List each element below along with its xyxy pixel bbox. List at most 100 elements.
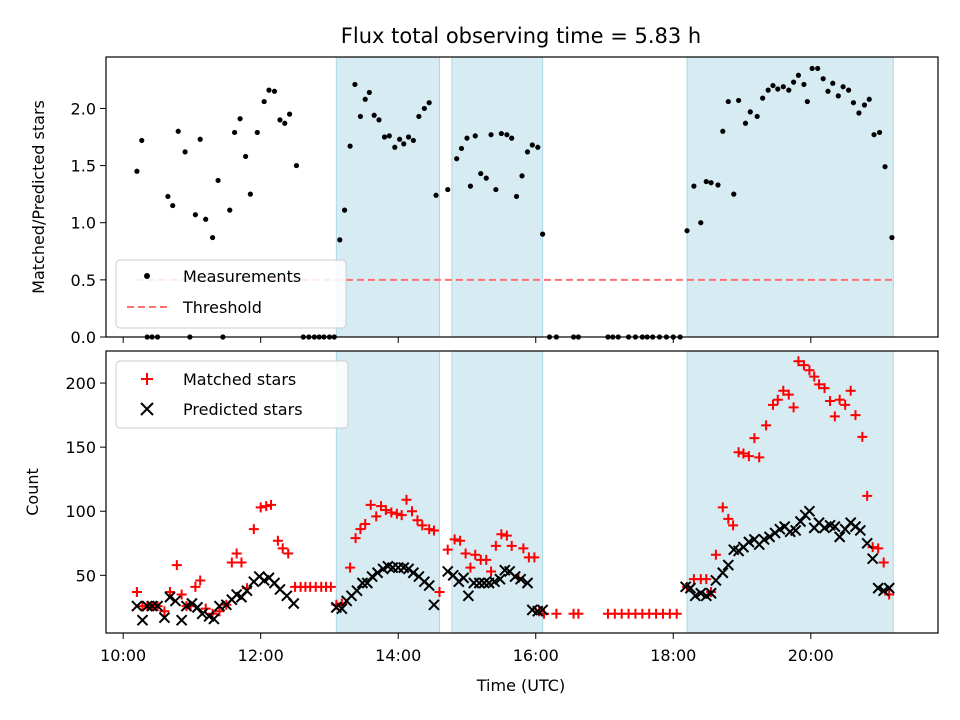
measurement-point <box>780 84 786 90</box>
measurement-point <box>775 86 781 92</box>
measurement-point <box>266 87 272 93</box>
measurement-point <box>347 143 353 149</box>
measurement-point <box>529 142 535 148</box>
measurement-point <box>846 87 852 93</box>
matched-star-point <box>501 530 512 541</box>
measurement-point <box>261 98 267 105</box>
matched-star-point <box>277 543 288 554</box>
measurement-point <box>735 97 742 104</box>
matched-star-point <box>355 524 366 535</box>
matched-star-point <box>723 513 734 524</box>
measurement-point <box>509 135 515 141</box>
predicted-star-point <box>336 602 348 615</box>
predicted-star-point <box>462 590 475 602</box>
matched-star-point <box>834 394 845 405</box>
measurement-point <box>835 93 841 99</box>
measurement-point <box>535 144 541 150</box>
predicted-star-point <box>722 559 734 571</box>
shaded-interval <box>686 56 894 338</box>
y-tick-label: 150 <box>65 438 96 457</box>
measurement-point <box>464 135 470 141</box>
matched-star-point <box>380 504 391 515</box>
measurement-point <box>254 129 260 136</box>
matched-star-point <box>386 507 397 518</box>
measurement-point <box>182 149 188 155</box>
matched-star-point <box>195 575 206 586</box>
measurement-point <box>882 164 888 170</box>
measurement-point <box>405 134 412 140</box>
measurement-point <box>820 76 826 82</box>
matched-star-point <box>529 552 540 563</box>
measurement-point <box>362 96 368 102</box>
top-panel-x-ticks <box>122 337 812 343</box>
measurement-point <box>231 129 238 136</box>
matched-star-point <box>819 383 830 394</box>
y-tick-label: 1.0 <box>71 214 96 233</box>
matched-star-point <box>460 548 471 559</box>
legend-threshold-label: Threshold <box>182 298 262 317</box>
matched-star-point <box>840 399 851 410</box>
matched-star-point <box>350 533 361 544</box>
measurement-point <box>519 173 525 179</box>
measurement-point <box>286 111 293 117</box>
measurement-point <box>742 120 749 126</box>
measurement-point <box>392 144 398 150</box>
measurement-point <box>341 207 348 213</box>
predicted-star-point <box>288 597 300 610</box>
measurement-point <box>376 117 382 123</box>
top-panel-y-label: Matched/Predicted stars <box>29 100 48 294</box>
legend-predicted-label: Predicted stars <box>183 400 303 419</box>
measurement-point <box>747 109 753 115</box>
y-tick-label: 2.0 <box>71 99 96 118</box>
predicted-star-point <box>208 613 220 625</box>
measurement-point <box>684 228 690 234</box>
top-panel-y-ticks: 0.0 0.5 1.0 1.5 2.0 <box>71 99 106 347</box>
predicted-star-point <box>428 599 440 611</box>
matched-star-point <box>412 515 423 526</box>
matched-star-point <box>878 557 889 568</box>
measurement-point <box>139 137 145 144</box>
measurement-point <box>871 132 877 138</box>
matched-star-point <box>449 534 460 545</box>
matched-star-point <box>164 586 175 597</box>
matched-star-point <box>793 356 804 367</box>
predicted-star-point <box>717 567 729 579</box>
measurement-point <box>410 137 416 144</box>
predicted-star-point <box>366 570 378 583</box>
measurement-point <box>445 186 451 193</box>
measurement-point <box>397 136 403 142</box>
legend-box <box>115 259 347 329</box>
measurement-point <box>815 65 821 72</box>
matched-star-point <box>325 581 336 592</box>
matched-star-point <box>190 581 201 592</box>
measurement-point <box>850 100 857 106</box>
matched-star-point <box>226 557 237 568</box>
y-tick-label: 50 <box>76 566 96 585</box>
shaded-interval <box>335 56 440 338</box>
bottom-panel-frame <box>105 350 939 634</box>
matched-star-point <box>496 529 507 540</box>
measurement-point <box>809 65 815 72</box>
matched-star-point <box>701 574 712 585</box>
y-tick-label: 0.0 <box>71 328 96 347</box>
matched-star-point <box>455 535 466 546</box>
matched-star-point <box>283 548 294 559</box>
measurement-point <box>483 175 489 181</box>
measurement-point <box>754 113 760 120</box>
predicted-star-point <box>803 505 816 517</box>
matched-star-point <box>767 399 778 410</box>
measurement-point <box>209 234 216 241</box>
matched-star-point <box>788 402 799 413</box>
measurement-point <box>786 87 792 93</box>
x-tick-label: 14:00 <box>375 646 421 665</box>
measurement-point <box>830 80 836 86</box>
measurement-point <box>426 100 432 106</box>
measurement-point <box>197 136 203 142</box>
bottom-panel-shaded-intervals <box>335 350 894 634</box>
predicted-star-point <box>351 584 363 597</box>
measurement-point <box>488 132 494 138</box>
matched-star-point <box>829 411 840 422</box>
matched-star-point <box>850 410 861 421</box>
matched-star-point <box>551 608 562 619</box>
predicted-star-point <box>196 608 208 620</box>
